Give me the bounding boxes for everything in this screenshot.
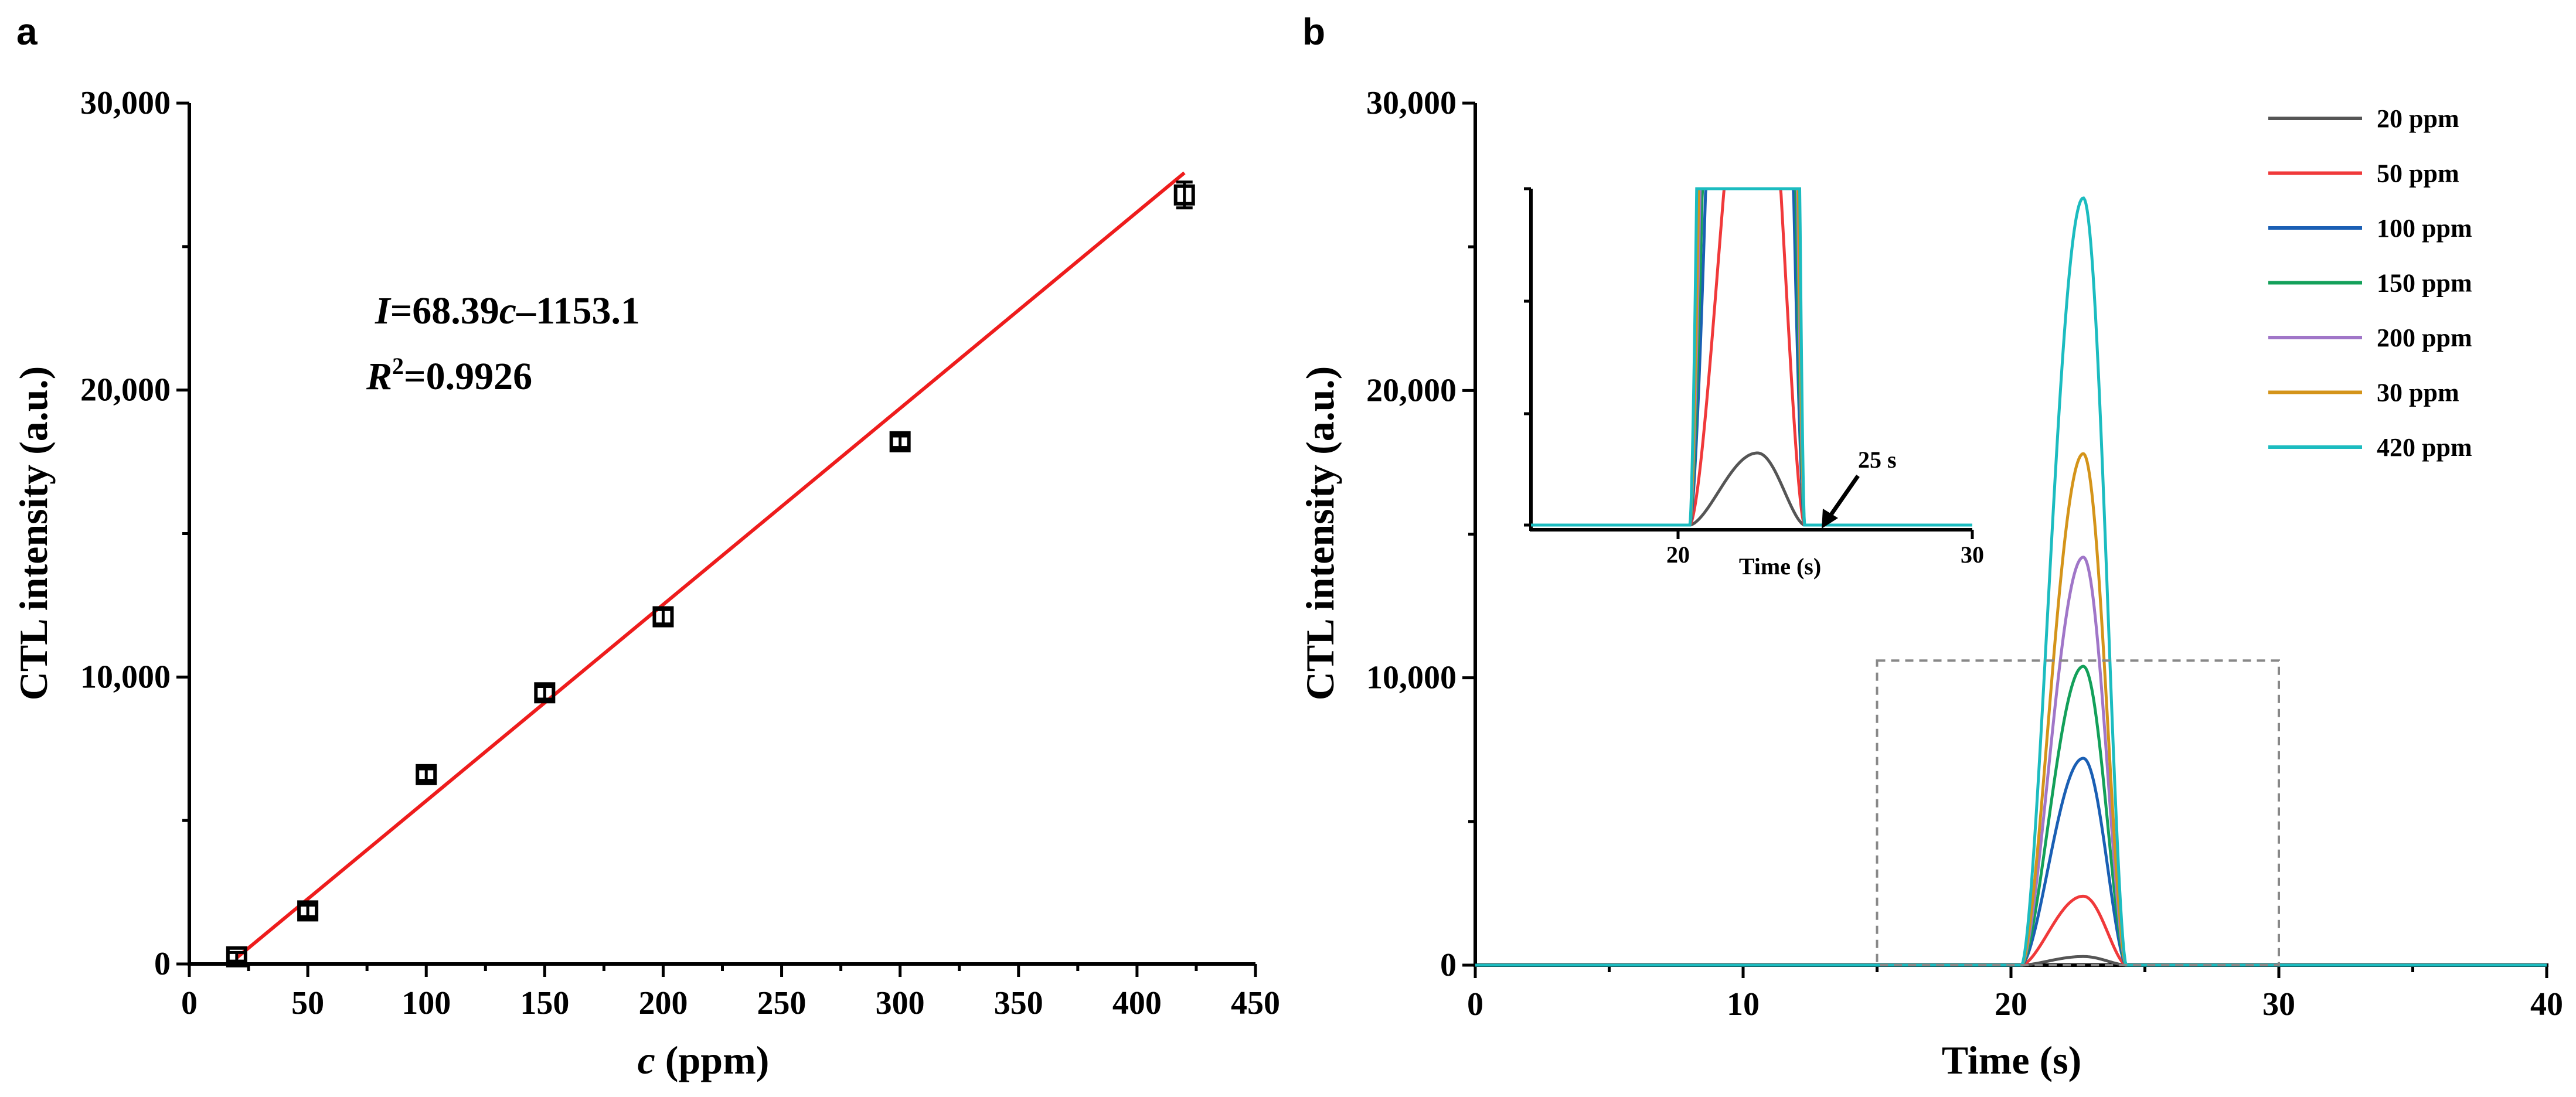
- panel-a-x-tick-label: 100: [401, 985, 451, 1021]
- inset-ticks: 20 30: [1524, 187, 1984, 568]
- panel-b-y-tick-label: 30,000: [1366, 85, 1457, 121]
- panel-b-x-title: Time (s): [1942, 1038, 2082, 1082]
- inset-series-line: [1531, 187, 1972, 527]
- series-line: [1475, 196, 2547, 967]
- inset-series-line: [1531, 187, 1972, 527]
- panel-a-x-ticks: 0 50 100 150 200 250 300 350 400 450: [181, 964, 1280, 1021]
- inset-annotation-arrow: [1827, 475, 1860, 519]
- panel-a-x-title: c (ppm): [638, 1038, 770, 1082]
- point-marker: [534, 682, 556, 704]
- panel-b-x-ticks: 0 10 20 30 40: [1467, 965, 2563, 1023]
- data-point: [1173, 180, 1195, 210]
- legend-label: 150 ppm: [2377, 269, 2472, 298]
- panel-a-x-tick-label: 400: [1112, 985, 1162, 1021]
- point-marker: [297, 900, 319, 922]
- panel-label-a: a: [16, 11, 38, 53]
- r-squared-r: R: [366, 355, 392, 398]
- series-line: [1475, 757, 2547, 967]
- panel-a-x-title-rest: (ppm): [655, 1038, 770, 1082]
- legend-label: 100 ppm: [2377, 214, 2472, 243]
- r-squared-sup: 2: [392, 353, 404, 379]
- data-point: [226, 946, 247, 967]
- panel-b-x-tick-label: 30: [2262, 986, 2295, 1023]
- panel-a-x-tick-label: 150: [520, 985, 569, 1021]
- panel-a-x-tick-label: 50: [291, 985, 324, 1021]
- point-marker: [416, 764, 437, 785]
- panel-a-data-points: [226, 180, 1195, 967]
- inset-x-tick-label: 20: [1666, 541, 1690, 568]
- panel-a-x-tick-label: 350: [994, 985, 1043, 1021]
- panel-a-x-tick-label: 0: [181, 985, 198, 1021]
- legend-label: 200 ppm: [2377, 323, 2472, 352]
- panel-b-x-tick-label: 20: [1995, 986, 2027, 1023]
- point-marker: [889, 431, 911, 452]
- panel-b-series-lines: [1475, 196, 2547, 967]
- panel-a-fit-line: [235, 171, 1186, 959]
- panel-b-y-title: CTL intensity (a.u.): [1298, 366, 1342, 701]
- panel-b-legend: 20 ppm 50 ppm 100 ppm 150 ppm 200 ppm 30 ppm 4…: [2268, 104, 2472, 462]
- panel-b-x-tick-label: 0: [1467, 986, 1483, 1023]
- inset-annotation-arrowhead: [1822, 509, 1838, 529]
- point-marker: [652, 606, 674, 628]
- panel-a-x-tick-label: 250: [757, 985, 807, 1021]
- legend-label: 30 ppm: [2377, 379, 2459, 407]
- fit-equation: I=68.39c–1153.1: [375, 289, 640, 332]
- point-marker: [226, 946, 247, 967]
- zoom-region-box: [1876, 659, 2280, 967]
- panel-b-y-tick-label: 0: [1440, 947, 1457, 983]
- panel-a-x-tick-label: 200: [638, 985, 688, 1021]
- inset-series-lines: [1531, 187, 1972, 527]
- panel-a-y-tick-label: 20,000: [80, 372, 171, 408]
- panel-a-x-tick-label: 300: [876, 985, 925, 1021]
- panel-a-fit-line-group: [235, 171, 1186, 959]
- fit-equation-c: c: [499, 289, 516, 332]
- legend-label: 20 ppm: [2377, 104, 2459, 133]
- panel-a-chart: 0 50 100 150 200 250 300 350 400 450 0 10,000 20,00…: [11, 85, 1280, 1082]
- panel-a-y-tick-label: 0: [154, 946, 171, 982]
- legend-label: 420 ppm: [2377, 433, 2472, 462]
- inset-annotation: 25 s: [1858, 447, 1897, 473]
- data-point: [534, 682, 556, 704]
- series-line: [1475, 894, 2547, 967]
- panel-a-y-ticks: 0 10,000 20,000 30,000: [80, 85, 189, 982]
- panel-a-y-title: CTL intensity (a.u.): [11, 366, 56, 701]
- r-squared: R2=0.9926: [366, 353, 532, 398]
- panel-b-y-tick-label: 10,000: [1366, 660, 1457, 696]
- legend-label: 50 ppm: [2377, 159, 2459, 188]
- fit-equation-part2: –1153.1: [516, 289, 640, 332]
- r-squared-value: =0.9926: [404, 355, 532, 398]
- fit-equation-part1: =68.39: [390, 289, 499, 332]
- panel-label-b: b: [1302, 11, 1325, 53]
- data-point: [889, 431, 911, 452]
- panel-a-y-tick-label: 10,000: [80, 659, 171, 695]
- panel-a-x-tick-label: 450: [1231, 985, 1280, 1021]
- data-point: [652, 606, 674, 628]
- inset-x-title: Time (s): [1739, 553, 1821, 580]
- inset-series-line: [1531, 187, 1972, 527]
- panel-b-x-tick-label: 10: [1727, 986, 1760, 1023]
- panel-a-y-tick-label: 30,000: [80, 85, 171, 121]
- inset-series-line: [1531, 187, 1972, 527]
- panel-b-y-ticks: 0 10,000 20,000 30,000: [1366, 85, 1475, 983]
- fit-equation-i: I: [375, 289, 392, 332]
- point-marker: [1173, 184, 1195, 206]
- series-line: [1475, 556, 2547, 967]
- panel-a-x-title-italic: c: [638, 1038, 655, 1082]
- panel-b-x-tick-label: 40: [2530, 986, 2563, 1023]
- inset-series-line: [1531, 187, 1972, 527]
- data-point: [297, 900, 319, 922]
- data-point: [416, 764, 437, 785]
- inset-series-line: [1531, 451, 1972, 527]
- inset-zoom-chart: 20 30 Time (s) 25 s: [1524, 187, 1984, 580]
- inset-series-line: [1531, 187, 1972, 527]
- inset-x-tick-label: 30: [1961, 541, 1984, 568]
- panel-b-y-tick-label: 20,000: [1366, 372, 1457, 408]
- series-line: [1475, 665, 2547, 967]
